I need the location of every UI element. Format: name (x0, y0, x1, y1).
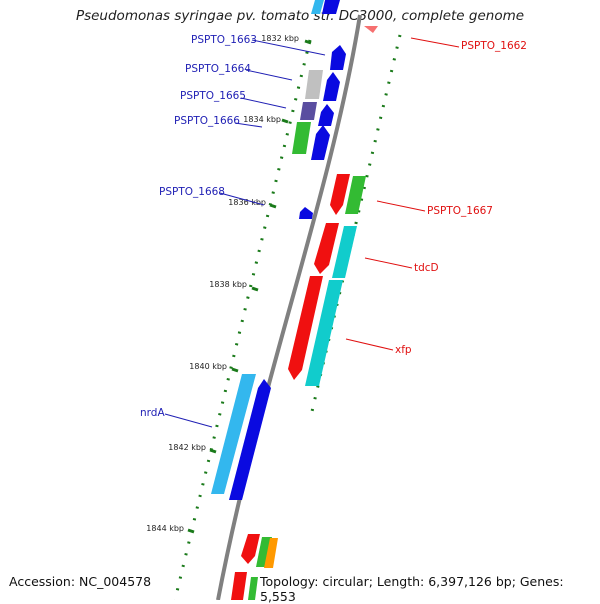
kbp-label: 1844 kbp (146, 524, 184, 533)
gene-red-xfp (288, 276, 323, 380)
gene-label-tdcD[interactable]: tdcD (414, 262, 439, 274)
gene-red-tdcD (314, 223, 339, 274)
gene-label-PSPTO_1664[interactable]: PSPTO_1664 (185, 63, 251, 75)
tick-1844 (187, 528, 195, 534)
gene-label-xfp[interactable]: xfp (395, 344, 412, 356)
tick-track-left (173, 39, 312, 600)
kbp-label: 1838 kbp (209, 280, 247, 289)
gene-PSPTO_1664 (323, 72, 340, 101)
gene-PSPTO_1668 (299, 207, 313, 219)
gene-PSPTO_1662 (364, 26, 378, 33)
tick-1842 (209, 448, 217, 454)
tick-1832 (304, 39, 312, 45)
leader-nrdA (164, 413, 213, 428)
gene-nrdA-lightblue (211, 374, 256, 494)
map-title: Pseudomonas syringae pv. tomato str. DC3… (75, 8, 525, 24)
gene-green-bottom2 (248, 577, 258, 600)
tick-1838 (251, 286, 259, 292)
gene-green-bottom (256, 537, 272, 567)
gene-label-PSPTO_1663[interactable]: PSPTO_1663 (191, 34, 257, 46)
gene-red-1667 (330, 174, 350, 215)
kbp-label: 1834 kbp (243, 115, 281, 124)
gene-blue-top (322, 0, 340, 14)
genome-backbone (216, 14, 362, 600)
leader-PSPTO_1663 (251, 39, 326, 56)
gene-PSPTO_1666 (311, 125, 330, 160)
gene-red-bottom2 (231, 572, 247, 600)
leader-PSPTO_1664 (245, 69, 293, 81)
gene-red-bottom1 (241, 534, 260, 564)
gene-label-PSPTO_1662[interactable]: PSPTO_1662 (461, 40, 527, 52)
kbp-label: 1836 kbp (228, 198, 266, 207)
gene-label-PSPTO_1668[interactable]: PSPTO_1668 (159, 186, 225, 198)
gene-PSPTO_1665b (318, 104, 334, 126)
tick-1834 (281, 118, 289, 124)
gene-label-PSPTO_1667[interactable]: PSPTO_1667 (427, 205, 493, 217)
accession-text: Accession: NC_004578 (9, 574, 152, 589)
kbp-label: 1832 kbp (261, 34, 299, 43)
tick-1836 (269, 203, 277, 209)
kbp-label: 1840 kbp (189, 362, 227, 371)
gene-orange-bottom (264, 538, 278, 568)
leader-PSPTO_1665 (240, 97, 287, 109)
tick-1840 (231, 367, 239, 373)
gene-PSPTO_1666-green (292, 122, 311, 154)
gene-PSPTO_1663 (330, 45, 346, 70)
kbp-label: 1842 kbp (168, 443, 206, 452)
gene-PSPTO_1665 (300, 102, 317, 120)
gene-xfp (305, 280, 343, 386)
leader-PSPTO_1667 (376, 200, 426, 212)
leader-PSPTO_1662 (410, 37, 460, 48)
gene-label-PSPTO_1665[interactable]: PSPTO_1665 (180, 90, 246, 102)
gene-tdcD (332, 226, 357, 278)
gene-PSPTO_1667 (345, 176, 366, 214)
gene-label-PSPTO_1666[interactable]: PSPTO_1666 (174, 115, 240, 127)
gene-PSPTO_1664-gray (305, 70, 323, 99)
leader-PSPTO_1668 (219, 192, 265, 206)
gene-nrdA (229, 379, 271, 500)
gene-label-nrdA[interactable]: nrdA (140, 407, 165, 419)
leader-tdcD (364, 257, 413, 269)
leader-PSPTO_1666 (234, 122, 263, 128)
leader-xfp (345, 338, 394, 351)
gene-lightblue-top (311, 0, 324, 14)
